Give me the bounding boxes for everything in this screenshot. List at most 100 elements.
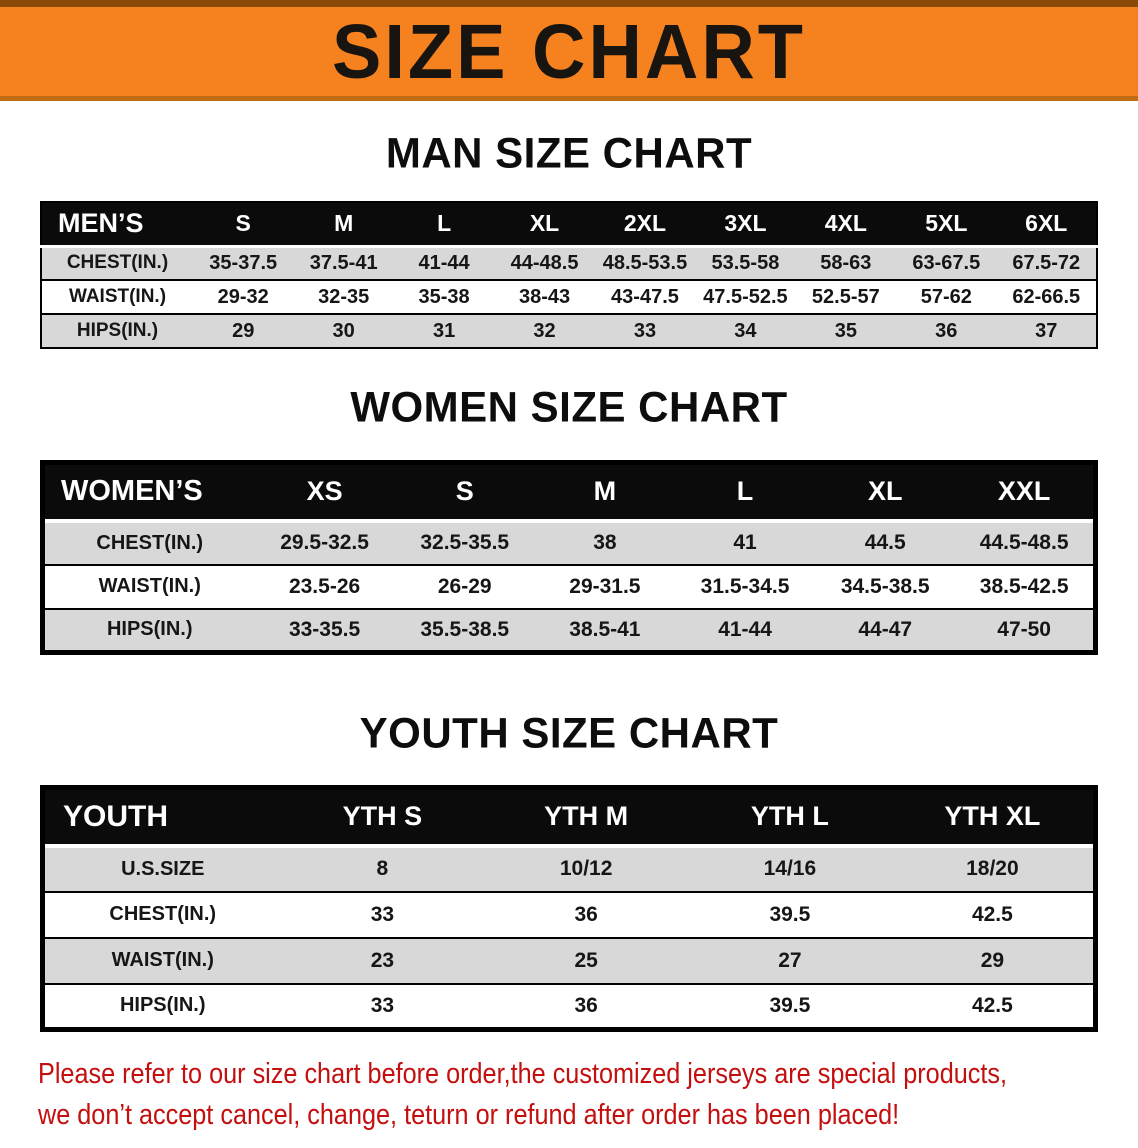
value-cell: 44.5-48.5 (979, 531, 1069, 554)
size-column-header: L (393, 202, 495, 246)
value-cell: 23.5-26 (288, 574, 361, 598)
size-column-header: 2XL (594, 202, 696, 246)
measurement-row: WAIST(IN.) 29-32 32-35 35-38 38-43 43-47.5 47.… (41, 280, 1097, 314)
table-title-cell: MEN’S (41, 202, 193, 246)
size-column-header: XL (494, 202, 595, 246)
size-column-header: XL (815, 462, 956, 521)
value-cell: 62-66.5 (1012, 285, 1081, 308)
women-size-section: WOMEN SIZE CHART WOMEN’S XS S M L XL XXL CHEST(… (0, 383, 1138, 655)
value-cell: 33 (370, 902, 395, 926)
value-cell: 38 (593, 531, 617, 554)
table-header-row: MEN’S S M L XL 2XL 3XL 4XL 5XL 6XL (41, 202, 1097, 246)
table-body: CHEST(IN.) 35-37.5 37.5-41 41-44 44-48.5 48.5… (41, 246, 1097, 348)
value-cell: 38-43 (518, 285, 571, 308)
size-column-header: YTH M (484, 787, 688, 846)
page-title: SIZE CHART (332, 7, 806, 95)
value-cell: 39.5 (769, 993, 811, 1017)
value-cell: 35 (834, 319, 857, 342)
measurement-row: HIPS(IN.) 29 30 31 32 33 34 35 36 37 (41, 314, 1097, 348)
table-title-cell: WOMEN’S (42, 462, 255, 521)
value-cell: 35-38 (418, 285, 470, 308)
value-cell: 29-32 (217, 285, 269, 308)
value-cell: 35.5-38.5 (420, 617, 510, 641)
row-label-cell: CHEST(IN.) (109, 903, 217, 925)
value-cell: 33 (633, 319, 657, 342)
value-cell: 29 (232, 319, 255, 342)
youth-section-title: YOUTH SIZE CHART (359, 708, 779, 757)
women-section-title: WOMEN SIZE CHART (350, 382, 788, 431)
value-cell: 32-35 (318, 285, 370, 308)
value-cell: 14/16 (763, 857, 817, 880)
value-cell: 18/20 (966, 857, 1019, 880)
value-cell: 38.5-41 (569, 617, 641, 641)
row-label-cell: HIPS(IN.) (119, 994, 206, 1017)
banner: SIZE CHART (0, 0, 1138, 101)
value-cell: 39.5 (769, 902, 811, 926)
notice-line-2: we don’t accept cancel, change, teturn o… (38, 1099, 900, 1132)
measurement-row: CHEST(IN.) 33 36 39.5 42.5 (42, 891, 1096, 938)
table-head: MEN’S S M L XL 2XL 3XL 4XL 5XL 6XL (41, 202, 1097, 246)
value-cell: 47-50 (997, 617, 1051, 641)
value-cell: 42.5 (971, 993, 1013, 1017)
value-cell: 48.5-53.5 (602, 251, 688, 274)
value-cell: 58-63 (820, 251, 872, 274)
size-column-header: YTH S (280, 787, 485, 846)
measurement-row: CHEST(IN.) 35-37.5 37.5-41 41-44 44-48.5 48.5… (41, 246, 1097, 280)
value-cell: 8 (376, 857, 389, 880)
value-cell: 30 (332, 319, 355, 342)
value-cell: 27 (778, 948, 802, 972)
value-cell: 44.5 (864, 531, 906, 554)
measurement-row: WAIST(IN.) 23.5-26 26-29 29-31.5 31.5-34.5 34… (42, 564, 1096, 609)
size-column-header: S (394, 462, 535, 521)
row-label-cell: U.S.SIZE (121, 857, 205, 880)
table-body: U.S.SIZE 8 10/12 14/16 18/20 CHEST(IN.) 33 36 39… (42, 845, 1096, 1030)
row-label-cell: CHEST(IN.) (66, 252, 169, 274)
table-header-row: YOUTH YTH S YTH M YTH L YTH XL (42, 787, 1096, 846)
value-cell: 41 (733, 531, 757, 554)
value-cell: 38.5-42.5 (979, 574, 1069, 598)
table-title-cell: YOUTH (42, 787, 281, 846)
value-cell: 23 (370, 948, 395, 972)
measurement-row: WAIST(IN.) 23 25 27 29 (42, 937, 1096, 984)
value-cell: 41-44 (418, 251, 470, 274)
measurement-row: HIPS(IN.) 33 36 39.5 42.5 (42, 983, 1096, 1030)
value-cell: 67.5-72 (1012, 251, 1081, 274)
size-column-header: XS (254, 462, 395, 521)
row-label-cell: CHEST(IN.) (96, 531, 204, 554)
notice-line-1: Please refer to our size chart before or… (38, 1058, 1008, 1090)
man-size-section: MAN SIZE CHART MEN’S S M L XL 2XL 3XL 4XL 5XL 6XL… (0, 129, 1138, 349)
footer-notice: Please refer to our size chart before or… (38, 1054, 1138, 1136)
value-cell: 29 (980, 948, 1005, 972)
value-cell: 29.5-32.5 (280, 531, 369, 554)
value-cell: 44-48.5 (510, 251, 579, 274)
size-column-header: XXL (955, 462, 1096, 521)
table-head: WOMEN’S XS S M L XL XXL (42, 462, 1096, 521)
measurement-row: CHEST(IN.) 29.5-32.5 32.5-35.5 38 41 44.5 44.5… (42, 520, 1096, 565)
value-cell: 37.5-41 (309, 251, 378, 274)
value-cell: 34 (734, 319, 757, 342)
value-cell: 52.5-57 (811, 285, 880, 308)
value-cell: 29-31.5 (569, 574, 641, 598)
size-column-header: M (534, 462, 675, 521)
row-label-cell: WAIST(IN.) (111, 949, 214, 971)
value-cell: 25 (574, 948, 598, 972)
youth-size-table: YOUTH YTH S YTH M YTH L YTH XL U.S.SIZE 8 10/12… (40, 785, 1098, 1032)
measurement-row: U.S.SIZE 8 10/12 14/16 18/20 (42, 845, 1096, 892)
value-cell: 10/12 (559, 857, 613, 880)
value-cell: 44-47 (858, 617, 913, 641)
value-cell: 33 (370, 993, 395, 1017)
size-column-header: S (193, 202, 294, 246)
row-label-cell: WAIST(IN.) (98, 575, 201, 597)
value-cell: 43-47.5 (611, 285, 679, 308)
row-label-cell: WAIST(IN.) (68, 286, 167, 307)
value-cell: 33-35.5 (288, 617, 361, 641)
table-body: CHEST(IN.) 29.5-32.5 32.5-35.5 38 41 44.5 44.5… (42, 520, 1096, 653)
size-column-header: 4XL (795, 202, 897, 246)
size-column-header: YTH XL (891, 787, 1096, 846)
size-column-header: YTH L (688, 787, 892, 846)
value-cell: 63-67.5 (912, 251, 981, 274)
value-cell: 26-29 (437, 574, 492, 598)
content: MAN SIZE CHART MEN’S S M L XL 2XL 3XL 4XL 5XL 6XL… (0, 129, 1138, 1032)
value-cell: 36 (935, 319, 958, 342)
